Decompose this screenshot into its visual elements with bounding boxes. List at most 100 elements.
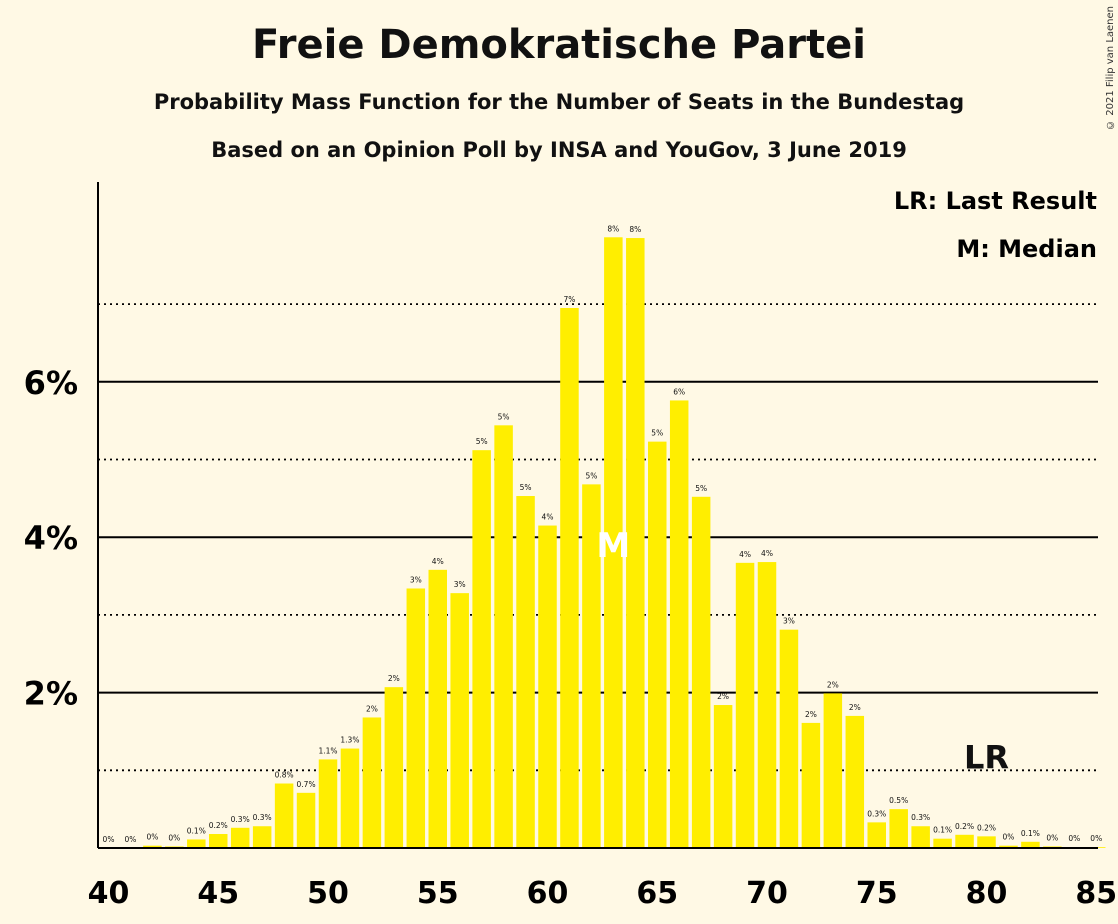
bar-66 <box>669 400 689 848</box>
last-result-marker: LR <box>964 738 1009 776</box>
bar-label-48: 0.8% <box>275 771 294 780</box>
bar-label-54: 3% <box>410 575 422 584</box>
bar-label-76: 0.5% <box>889 796 908 805</box>
bar-74 <box>845 715 865 848</box>
y-tick-label: 4% <box>24 519 78 557</box>
bar-labels: 0% 0% 0% 0%0.1%0.2%0.3% 0.3%0.8%0.7%1.1%1.3%… <box>103 224 1103 844</box>
bar-78 <box>933 838 952 848</box>
bar-44 <box>187 839 206 848</box>
bar-54 <box>406 588 426 848</box>
bar-65 <box>648 441 667 848</box>
legend-entry: M: Median <box>956 235 1097 263</box>
bar-76 <box>889 809 908 848</box>
bar-label-49: 0.7% <box>297 780 316 789</box>
bar-label-71: 3% <box>783 617 795 626</box>
x-tick-label: 50 <box>307 876 349 911</box>
bar-61 <box>560 307 579 848</box>
bar-60 <box>538 525 557 848</box>
bar-label-64: 8% <box>629 225 641 234</box>
bar-59 <box>516 496 535 848</box>
bar-62 <box>582 484 601 848</box>
bar-label-56: 3% <box>454 580 466 589</box>
x-tick-label: 65 <box>636 876 678 911</box>
bar-label-46: 0.3% <box>231 815 250 824</box>
bar-73 <box>823 693 843 848</box>
bar-67 <box>691 496 711 848</box>
chart-subtitle-source: Based on an Opinion Poll by INSA and You… <box>211 138 907 162</box>
bar-label-53: 2% <box>388 674 400 683</box>
bar-label-44: 0.1% <box>187 826 206 835</box>
bar-72 <box>801 722 821 848</box>
bar-label-52: 2% <box>366 704 378 713</box>
chart-subtitle: Probability Mass Function for the Number… <box>153 90 965 114</box>
bar-label-47: 0.3% <box>253 813 272 822</box>
bar-47 <box>252 826 272 848</box>
bar-label-72: 2% <box>805 710 817 719</box>
bar-58 <box>494 425 513 848</box>
bar-label-51: 1.3% <box>340 736 359 745</box>
bar-56 <box>450 593 469 848</box>
bar-label-81: 0% <box>1002 833 1014 842</box>
chart-title: Freie Demokratische Partei <box>251 22 866 68</box>
bar-label-61: 7% <box>563 295 575 304</box>
bar-label-41: 0% <box>124 835 136 844</box>
bar-label-40: 0% <box>103 835 115 844</box>
bar-label-45: 0.2% <box>209 821 228 830</box>
bar-label-58: 5% <box>498 412 510 421</box>
bar-label-83: 0% <box>1046 833 1058 842</box>
legend: LR: Last Result M: Median <box>894 187 1097 263</box>
bar-label-68: 2% <box>717 692 729 701</box>
bar-64 <box>626 238 645 848</box>
bar-80 <box>977 836 996 848</box>
bar-label-78: 0.1% <box>933 826 952 835</box>
bar-48 <box>274 783 294 848</box>
bar-label-59: 5% <box>520 483 532 492</box>
bar-77 <box>911 826 930 848</box>
bar-label-80: 0.2% <box>977 823 996 832</box>
y-tick-label: 2% <box>24 675 78 713</box>
bar-42 <box>143 845 162 848</box>
x-tick-label: 45 <box>197 876 239 911</box>
x-tick-label: 85 <box>1075 876 1117 911</box>
bar-46 <box>230 827 250 848</box>
median-marker: M <box>596 526 630 566</box>
bar-68 <box>713 705 733 848</box>
bar-label-75: 0.3% <box>867 809 886 818</box>
bar-label-43: 0% <box>168 833 180 842</box>
markers: M LR <box>596 526 1009 776</box>
bar-label-82: 0.1% <box>1021 829 1040 838</box>
x-tick-label: 70 <box>746 876 788 911</box>
bar-label-50: 1.1% <box>318 746 337 755</box>
bar-50 <box>318 759 338 848</box>
bar-63 <box>604 237 623 848</box>
bar-label-67: 5% <box>695 484 707 493</box>
bar-label-73: 2% <box>827 680 839 689</box>
bars <box>143 237 1106 848</box>
bar-label-60: 4% <box>542 513 554 522</box>
bar-71 <box>779 629 799 848</box>
bar-49 <box>296 792 316 848</box>
x-tick-label: 60 <box>527 876 569 911</box>
bar-75 <box>867 822 886 848</box>
bar-label-70: 4% <box>761 549 773 558</box>
x-tick-label: 40 <box>88 876 130 911</box>
bar-label-66: 6% <box>673 387 685 396</box>
bar-53 <box>384 687 404 848</box>
bar-81 <box>999 845 1018 848</box>
x-tick-label: 75 <box>856 876 898 911</box>
bar-label-55: 4% <box>432 557 444 566</box>
y-tick-label: 6% <box>24 364 78 402</box>
bar-label-57: 5% <box>476 437 488 446</box>
bar-label-65: 5% <box>651 429 663 438</box>
bar-label-84: 0% <box>1068 834 1080 843</box>
bar-70 <box>757 562 777 848</box>
bar-79 <box>955 834 974 848</box>
bar-55 <box>428 569 447 848</box>
bar-52 <box>362 717 382 848</box>
bar-label-62: 5% <box>585 471 597 480</box>
bar-82 <box>1021 841 1040 848</box>
x-tick-label: 55 <box>417 876 459 911</box>
bar-label-79: 0.2% <box>955 822 974 831</box>
bar-label-85: 0% <box>1090 834 1102 843</box>
